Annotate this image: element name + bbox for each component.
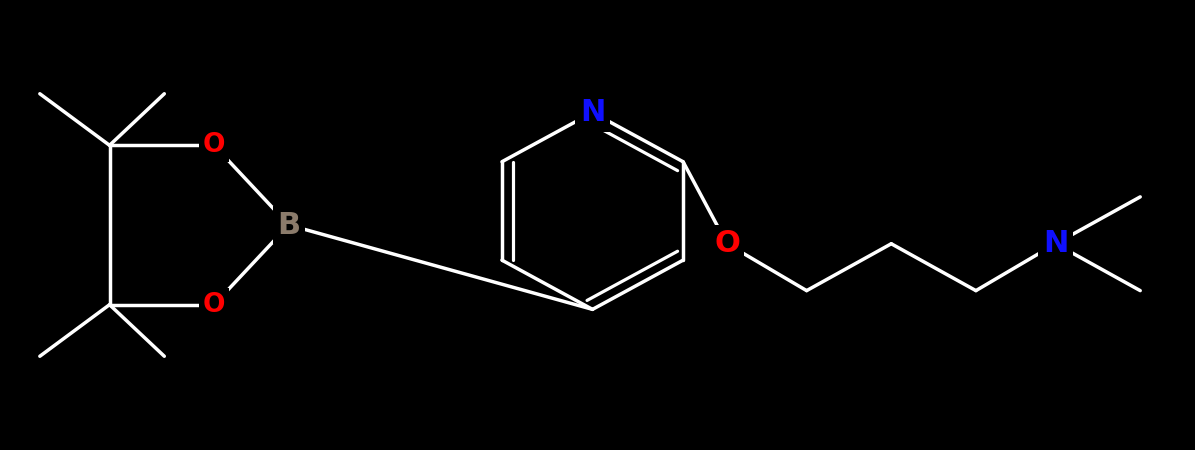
Text: N: N [580,98,605,127]
Text: B: B [277,211,300,239]
Text: O: O [203,292,226,318]
Text: O: O [203,132,226,158]
Text: N: N [1043,229,1068,258]
Text: O: O [715,229,740,258]
